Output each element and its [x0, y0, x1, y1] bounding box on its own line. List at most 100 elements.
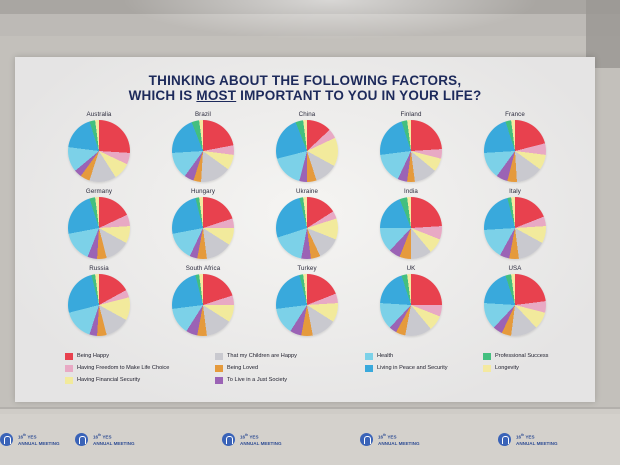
banner-line2: ANNUAL MEETING — [378, 440, 420, 446]
legend-swatch-icon — [65, 376, 73, 384]
pie-cell-south-africa: South Africa — [153, 265, 253, 341]
wall-seam-line — [0, 407, 620, 409]
banner-line1: 16th YES — [516, 433, 535, 440]
pie-cell-brazil: Brazil — [153, 111, 253, 187]
banner-ordinal-suffix: th — [98, 433, 102, 437]
pie-cell-finland: Finland — [361, 111, 461, 187]
banner-ordinal-suffix: th — [383, 433, 387, 437]
banner-line2: ANNUAL MEETING — [516, 440, 558, 446]
slide-title: THINKING ABOUT THE FOLLOWING FACTORS, WH… — [15, 73, 595, 103]
banner-text: 16th YES ANNUAL MEETING — [516, 432, 558, 447]
pie-country-label: Hungary — [190, 188, 216, 195]
pie-chart — [68, 274, 130, 336]
pie-chart — [68, 120, 130, 182]
legend-item: To Live in a Just Society — [215, 376, 365, 384]
banner-logo-item: 16th YES ANNUAL MEETING — [0, 432, 60, 447]
pie-chart — [484, 120, 546, 182]
banner-text: 16th YES ANNUAL MEETING — [18, 432, 60, 447]
bottom-banner — [0, 414, 620, 465]
legend-swatch-icon — [365, 352, 373, 360]
pie-chart — [484, 197, 546, 259]
pie-chart — [68, 197, 130, 259]
legend-item: Living in Peace and Security — [365, 364, 483, 372]
legend-swatch-icon — [215, 376, 223, 384]
legend-label: That my Children are Happy — [227, 353, 297, 359]
banner-ordinal-suffix: th — [245, 433, 249, 437]
legend-swatch-icon — [65, 364, 73, 372]
legend-label: Having Freedom to Make Life Choice — [77, 365, 170, 371]
pie-country-label: China — [298, 111, 316, 118]
banner-ordinal-suffix: th — [521, 433, 525, 437]
wall-corner-shadow — [586, 0, 620, 68]
chart-legend: Being Happy That my Children are Happy Hea… — [65, 350, 553, 390]
pie-cell-france: France — [465, 111, 565, 187]
pie-cell-usa: USA — [465, 265, 565, 341]
ceiling-light-glow — [120, 0, 540, 40]
pie-cell-uk: UK — [361, 265, 461, 341]
pie-cell-india: India — [361, 188, 461, 264]
title-line2-emphasis: MOST — [196, 88, 237, 103]
legend-item: Health — [365, 352, 483, 360]
pie-chart — [276, 274, 338, 336]
pie-country-label: Ukraine — [295, 188, 319, 195]
legend-swatch-icon — [483, 352, 491, 360]
slide-title-line1: THINKING ABOUT THE FOLLOWING FACTORS, — [148, 73, 462, 88]
legend-label: Longevity — [495, 365, 519, 371]
pie-chart — [172, 197, 234, 259]
legend-swatch-icon — [65, 352, 73, 360]
pie-cell-turkey: Turkey — [257, 265, 357, 341]
legend-item: Professional Success — [483, 352, 583, 360]
legend-swatch-icon — [215, 364, 223, 372]
banner-logo-item: 16th YES ANNUAL MEETING — [360, 432, 420, 447]
pie-chart — [276, 120, 338, 182]
pie-country-label: UK — [406, 265, 416, 272]
pie-country-label: USA — [508, 265, 522, 272]
pie-country-label: France — [505, 111, 525, 118]
legend-label: Health — [377, 353, 394, 359]
banner-ordinal-suffix: th — [23, 433, 27, 437]
legend-label: Being Happy — [77, 353, 110, 359]
pie-cell-germany: Germany — [49, 188, 149, 264]
legend-item: Having Freedom to Make Life Choice — [65, 364, 215, 372]
legend-swatch-icon — [483, 364, 491, 372]
legend-label: Having Financial Security — [77, 377, 141, 383]
banner-line1: 16th YES — [18, 433, 37, 440]
pie-chart — [276, 197, 338, 259]
legend-label: Living in Peace and Security — [377, 365, 448, 371]
pie-chart — [172, 120, 234, 182]
pie-chart — [172, 274, 234, 336]
pie-country-label: Russia — [89, 265, 109, 272]
title-line2-pre: WHICH IS — [128, 88, 197, 103]
projected-slide: THINKING ABOUT THE FOLLOWING FACTORS, WH… — [15, 57, 595, 402]
banner-line1: 16th YES — [93, 433, 112, 440]
pie-cell-ukraine: Ukraine — [257, 188, 357, 264]
banner-line2: ANNUAL MEETING — [240, 440, 282, 446]
pie-country-label: Germany — [85, 188, 113, 195]
pie-country-label: India — [404, 188, 418, 195]
banner-text: 16th YES ANNUAL MEETING — [378, 432, 420, 447]
banner-text: 16th YES ANNUAL MEETING — [93, 432, 135, 447]
yes-logo-icon — [498, 432, 511, 446]
legend-label: Being Loved — [227, 365, 259, 371]
pie-country-label: Australia — [86, 111, 112, 118]
pie-country-label: Turkey — [297, 265, 317, 272]
legend-label: Professional Success — [495, 353, 549, 359]
yes-logo-icon — [222, 432, 235, 446]
banner-line2: ANNUAL MEETING — [18, 440, 60, 446]
legend-item: Being Loved — [215, 364, 365, 372]
pie-chart — [380, 197, 442, 259]
banner-text: 16th YES ANNUAL MEETING — [240, 432, 282, 447]
pie-cell-australia: Australia — [49, 111, 149, 187]
pie-cell-hungary: Hungary — [153, 188, 253, 264]
pie-cell-italy: Italy — [465, 188, 565, 264]
banner-logo-item: 16th YES ANNUAL MEETING — [75, 432, 135, 447]
legend-item: That my Children are Happy — [215, 352, 365, 360]
banner-line1: 16th YES — [240, 433, 259, 440]
banner-line1: 16th YES — [378, 433, 397, 440]
pie-cell-russia: Russia — [49, 265, 149, 341]
banner-logo-item: 16th YES ANNUAL MEETING — [498, 432, 558, 447]
pie-country-label: South Africa — [185, 265, 221, 272]
pie-chart — [380, 120, 442, 182]
banner-line2: ANNUAL MEETING — [93, 440, 135, 446]
